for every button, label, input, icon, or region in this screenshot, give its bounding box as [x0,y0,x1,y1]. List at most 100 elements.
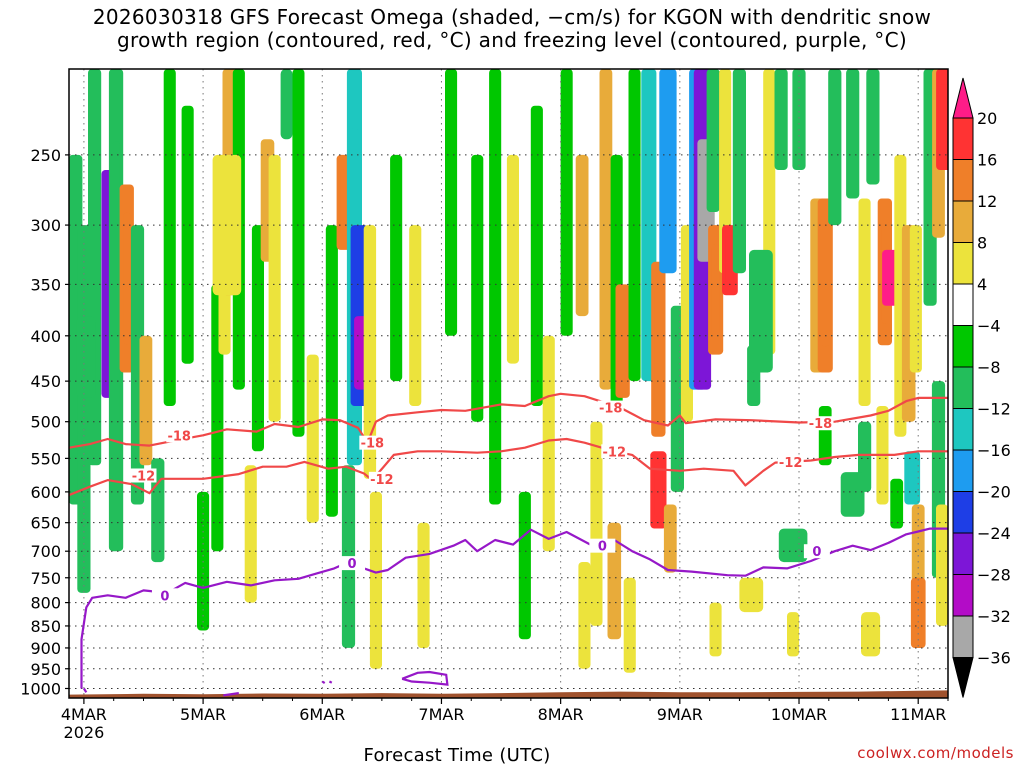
omega-band-core [821,224,829,347]
omega-patch [840,472,865,517]
y-tick-label: 950 [30,660,61,679]
omega-band [709,602,722,657]
colorbar-label: −24 [977,524,1011,543]
freezing-level-fragment [82,687,88,693]
colorbar-box [952,159,974,202]
colorbar-box [952,532,974,575]
omega-band [818,406,832,466]
colorbar-top-arrow [952,77,974,119]
contour-line-minus18 [69,392,948,449]
omega-band-core [663,99,673,243]
y-tick-label: 650 [30,514,61,533]
omega-band-core [725,235,734,285]
colorbar-box [952,242,974,285]
y-tick-label: 750 [30,569,61,588]
omega-band [890,478,904,529]
contour-label: 0 [598,540,607,555]
y-tick-label: 500 [30,413,61,432]
colorbar-box [952,200,974,243]
pressure-axis: 250 300 350 400 450 500 550 600 650 700 750 800 850 9… [20,146,69,698]
contour-label-bg [130,468,157,483]
y-tick-label: 900 [30,639,61,658]
omega-band [628,69,641,382]
contour-label-bg [589,538,616,553]
omega-band [866,69,880,185]
contour-label: -12 [370,473,394,488]
contour-label: -18 [361,437,385,452]
omega-patch [778,528,808,563]
omega-band [306,354,319,523]
colorbar-label: −32 [977,607,1011,626]
chart-title-line-2: growth region (contoured, red, °C) and f… [117,28,907,52]
x-axis-label: Forecast Time (UTC) [363,745,551,766]
omega-band [181,105,194,364]
omega-band [409,225,422,406]
omega-band-core [340,169,348,236]
y-tick-label: 700 [30,542,61,561]
freezing-level-fragment [321,680,326,685]
omega-band [936,504,948,626]
x-tick-label: 8MAR [538,705,584,724]
colorbar-label: −28 [977,566,1011,585]
x-tick-sublabel: 2026 [64,723,105,742]
x-tick-label: 7MAR [418,705,464,724]
omega-band [506,154,519,364]
omega-band [858,198,871,406]
omega-band [774,69,788,170]
colorbar-box [952,449,974,492]
omega-band [542,335,555,552]
omega-band [445,69,458,336]
colorbar-label: 12 [977,192,997,211]
colorbar-box [952,283,974,326]
y-tick-label: 1000 [20,679,61,698]
terrain-surface [69,690,948,698]
omega-band [590,421,603,626]
omega-patch [861,612,881,657]
chart-title-line-1: 2026030318 GFS Forecast Omega (shaded, −… [92,5,932,29]
omega-band [518,491,531,640]
contour-label: 0 [348,557,357,572]
omega-band [268,154,281,422]
omega-band [369,491,382,669]
contour-label: -18 [599,402,623,417]
terrain-fill [69,690,948,698]
omega-band [599,69,613,390]
colorbar-label: −36 [977,649,1011,668]
y-tick-label: 850 [30,617,61,636]
omega-band [363,225,377,479]
omega-band [325,225,338,517]
colorbar-box [952,366,974,409]
y-tick-label: 350 [30,275,61,294]
omega-band-core [908,459,917,497]
omega-band [163,69,176,406]
contour-label-bg [166,428,193,443]
contour-label: -12 [132,469,156,484]
contour-label: 0 [812,545,821,560]
omega-band [151,458,165,563]
omega-band [578,562,591,669]
omega-shading [69,69,948,673]
omega-band [251,225,264,452]
omega-band-core [940,84,948,155]
colorbar-label: 8 [977,234,987,253]
omega-band [732,69,746,274]
contour-label-bg [151,588,178,603]
colorbar-label: −12 [977,400,1011,419]
colorbar-label: −16 [977,441,1011,460]
x-tick-label: 4MAR [61,705,107,724]
contour-label-bg [339,556,366,571]
omega-band-core [654,462,663,517]
colorbar-box [952,574,974,617]
colorbar-label: 4 [977,275,987,294]
plot-border [68,68,949,699]
contour-label: -18 [809,417,833,432]
omega-band [139,335,153,466]
omega-patch [280,69,293,140]
omega-band-core [654,288,662,411]
y-tick-label: 600 [30,483,61,502]
colorbar-label: −20 [977,483,1011,502]
omega-band-core [914,588,922,638]
contour-line-minus12 [69,437,948,497]
